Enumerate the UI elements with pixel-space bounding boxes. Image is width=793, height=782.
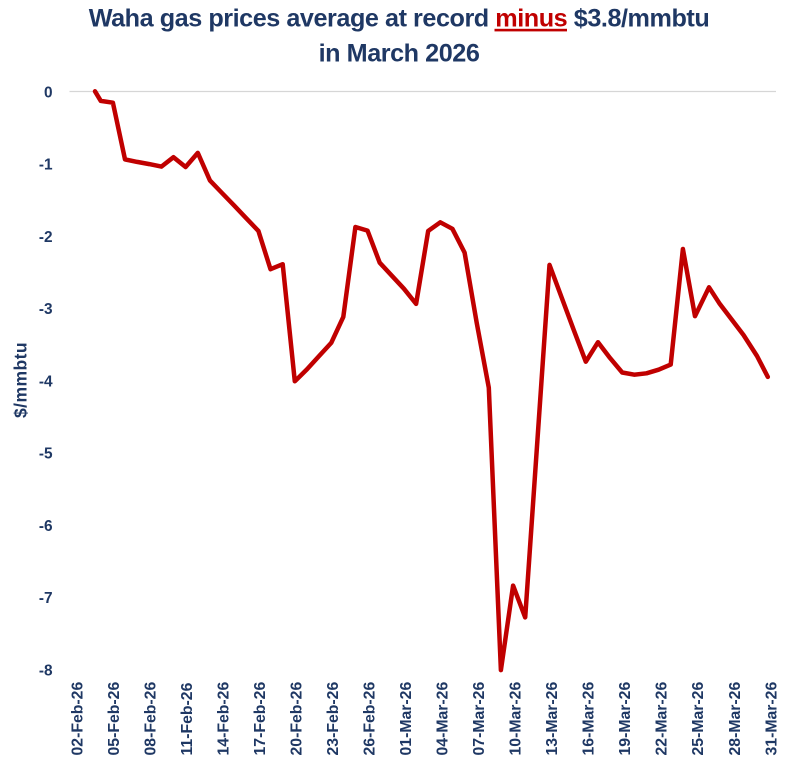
svg-text:26-Feb-26: 26-Feb-26 — [362, 682, 379, 756]
svg-text:08-Feb-26: 08-Feb-26 — [142, 682, 159, 756]
svg-text:19-Mar-26: 19-Mar-26 — [617, 682, 634, 756]
svg-text:14-Feb-26: 14-Feb-26 — [215, 682, 232, 756]
svg-text:-7: -7 — [39, 590, 53, 607]
svg-text:16-Mar-26: 16-Mar-26 — [581, 682, 598, 756]
svg-text:-6: -6 — [39, 518, 53, 535]
svg-text:20-Feb-26: 20-Feb-26 — [289, 682, 306, 756]
svg-text:13-Mar-26: 13-Mar-26 — [544, 682, 561, 756]
svg-text:05-Feb-26: 05-Feb-26 — [106, 682, 123, 756]
svg-text:-3: -3 — [39, 301, 53, 318]
svg-text:in March 2026: in March 2026 — [319, 40, 480, 68]
svg-text:22-Mar-26: 22-Mar-26 — [654, 682, 671, 756]
svg-text:07-Mar-26: 07-Mar-26 — [471, 682, 488, 756]
svg-text:31-Mar-26: 31-Mar-26 — [763, 682, 780, 756]
svg-text:02-Feb-26: 02-Feb-26 — [69, 682, 86, 756]
svg-text:-1: -1 — [39, 157, 53, 174]
svg-text:-4: -4 — [39, 374, 53, 391]
svg-text:28-Mar-26: 28-Mar-26 — [727, 682, 744, 756]
svg-text:25-Mar-26: 25-Mar-26 — [690, 682, 707, 756]
svg-text:0: 0 — [44, 85, 53, 102]
svg-text:17-Feb-26: 17-Feb-26 — [252, 682, 269, 756]
svg-text:-5: -5 — [39, 446, 53, 463]
svg-text:23-Feb-26: 23-Feb-26 — [325, 682, 342, 756]
svg-text:11-Feb-26: 11-Feb-26 — [179, 682, 196, 755]
svg-text:-2: -2 — [39, 229, 53, 246]
svg-text:Waha gas prices average at rec: Waha gas prices average at record minus … — [89, 5, 710, 33]
svg-text:-8: -8 — [39, 662, 53, 679]
svg-text:04-Mar-26: 04-Mar-26 — [435, 682, 452, 756]
svg-text:$/mmbtu: $/mmbtu — [11, 342, 31, 418]
svg-text:01-Mar-26: 01-Mar-26 — [398, 682, 415, 756]
svg-text:10-Mar-26: 10-Mar-26 — [508, 682, 525, 756]
